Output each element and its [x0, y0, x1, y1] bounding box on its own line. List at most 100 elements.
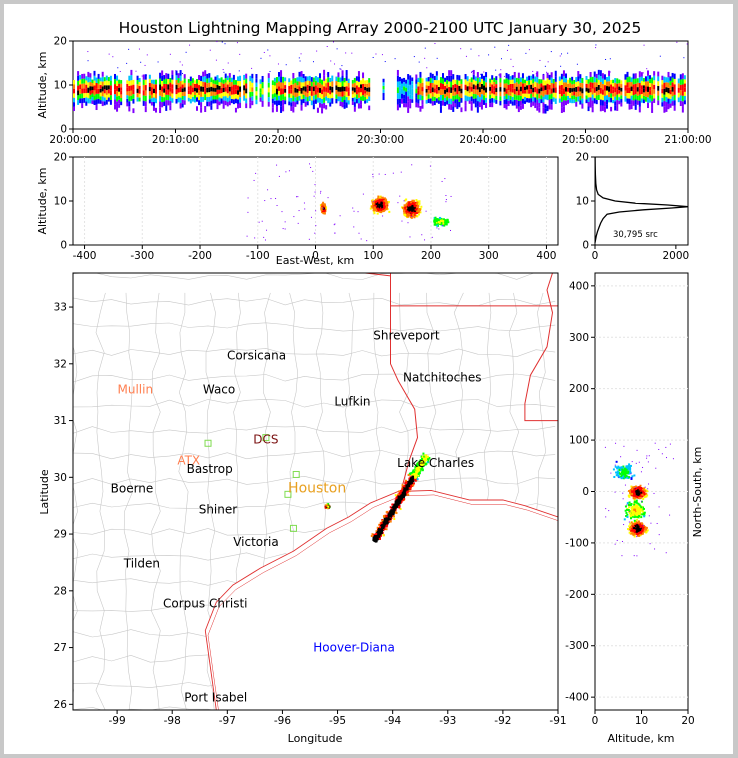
density-cell [409, 212, 412, 215]
density-cell [408, 209, 411, 212]
density-cell [575, 77, 578, 83]
density-cell [395, 500, 398, 503]
density-cell [624, 96, 627, 102]
density-cell [603, 95, 606, 102]
density-cell [189, 98, 192, 104]
density-cell [267, 97, 270, 102]
density-cell [612, 93, 615, 97]
density-cell [321, 205, 324, 208]
source-point [299, 60, 301, 62]
density-cell [435, 80, 438, 85]
density-cell [206, 73, 209, 79]
source-point [282, 228, 284, 230]
density-cell [513, 99, 516, 106]
density-cell [375, 198, 378, 201]
density-cell [325, 503, 328, 506]
density-cell [439, 83, 442, 90]
density-cell [408, 213, 411, 216]
density-cell [353, 87, 356, 93]
lma-station-marker [262, 434, 270, 442]
density-cell [524, 90, 526, 94]
source-point [425, 210, 427, 212]
density-cell [538, 83, 541, 89]
source-point [330, 60, 332, 62]
density-cell [271, 89, 274, 95]
density-cell [435, 71, 438, 76]
density-cell [417, 464, 420, 467]
density-cell [109, 95, 112, 100]
density-cell [673, 73, 676, 79]
density-cell [306, 84, 309, 89]
density-cell [413, 201, 416, 204]
density-cell [464, 100, 467, 106]
density-cell [597, 89, 600, 95]
density-cell [216, 104, 219, 110]
density-cell [144, 101, 147, 107]
density-cell [403, 488, 406, 491]
density-cell [79, 93, 82, 99]
source-point [270, 198, 272, 200]
density-cell [389, 506, 392, 509]
density-cell [616, 89, 619, 95]
density-cell [398, 90, 401, 95]
density-cell [647, 81, 649, 87]
density-cell [530, 98, 533, 103]
density-cell [99, 85, 102, 89]
density-cell [357, 87, 360, 93]
density-cell [405, 91, 408, 96]
density-cell [409, 210, 412, 213]
density-cell [665, 106, 668, 112]
density-cell [407, 493, 410, 496]
density-cell [454, 103, 457, 108]
source-point [532, 70, 534, 72]
density-cell [384, 198, 387, 201]
density-cell [420, 457, 423, 460]
density-cell [528, 75, 531, 81]
density-cell [237, 80, 239, 86]
density-cell [550, 72, 553, 78]
density-cell [589, 71, 592, 78]
density-cell [222, 92, 225, 97]
density-cell [251, 82, 254, 88]
density-cell [370, 205, 373, 208]
density-cell [323, 75, 326, 81]
density-cell [206, 97, 209, 102]
y-tick-label: 27 [54, 642, 67, 654]
density-cell [669, 94, 672, 99]
density-cell [433, 223, 436, 226]
density-cell [381, 196, 384, 199]
density-cell [369, 207, 372, 210]
density-cell [472, 89, 475, 94]
source-point [310, 216, 312, 218]
density-cell [466, 86, 469, 92]
density-cell [638, 491, 641, 494]
density-cell [620, 95, 623, 100]
density-cell [398, 94, 401, 99]
density-cell [407, 85, 410, 91]
source-point [438, 228, 440, 230]
density-cell [187, 93, 190, 98]
density-cell [637, 486, 640, 489]
density-cell [571, 91, 574, 96]
density-cell [288, 97, 291, 102]
density-cell [224, 73, 227, 79]
density-cell [343, 104, 346, 109]
density-cell [362, 89, 365, 96]
density-cell [198, 80, 201, 86]
density-cell [357, 76, 360, 82]
density-cell [390, 508, 393, 511]
density-cell [382, 207, 385, 210]
density-cell [657, 95, 660, 101]
density-cell [470, 101, 473, 106]
map-ylabel: Latitude [38, 469, 51, 515]
density-cell [603, 106, 606, 113]
density-cell [503, 103, 506, 109]
density-cell [416, 204, 419, 207]
density-cell [384, 205, 387, 208]
density-cell [480, 94, 483, 100]
density-cell [372, 210, 375, 213]
density-cell [371, 533, 374, 536]
density-cell [165, 78, 168, 84]
source-point [276, 164, 278, 166]
density-cell [406, 204, 409, 207]
